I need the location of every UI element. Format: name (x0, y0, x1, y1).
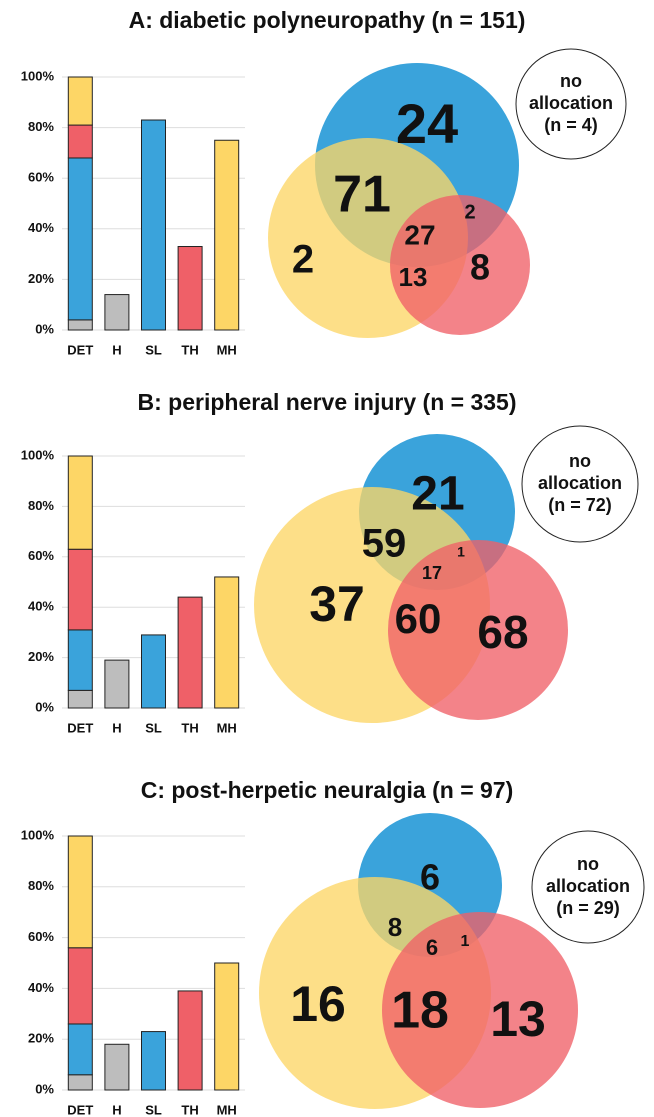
bar-segment (67, 76, 93, 126)
venn-count: 18 (391, 982, 449, 1040)
venn-count: 6 (420, 857, 440, 898)
bar-segment (67, 1023, 93, 1076)
venn-circle (388, 540, 568, 720)
venn-count: 21 (411, 468, 464, 521)
bar-segment (67, 1074, 93, 1091)
panel-title: A: diabetic polyneuropathy (n = 151) (129, 7, 526, 33)
note-text: (n = 29) (556, 898, 620, 918)
venn-count: 1 (457, 544, 465, 560)
x-tick-label: TH (181, 1102, 198, 1117)
y-tick-label: 80% (28, 498, 54, 513)
y-tick-label: 100% (21, 68, 55, 83)
bar-segment (177, 246, 203, 331)
y-tick-label: 0% (35, 1081, 54, 1096)
note-text: no (577, 854, 599, 874)
bar-segment (141, 119, 166, 331)
note-circle (531, 830, 645, 944)
note-text: (n = 4) (544, 115, 598, 135)
y-tick-label: 100% (21, 827, 55, 842)
x-tick-label: DET (67, 342, 93, 357)
bar-segment (177, 596, 203, 709)
y-tick-label: 60% (28, 548, 54, 563)
venn-circle (390, 195, 530, 335)
panel-title: C: post-herpetic neuralgia (n = 97) (141, 777, 514, 803)
x-tick-label: MH (217, 342, 237, 357)
y-tick-label: 80% (28, 119, 54, 134)
venn-count: 6 (426, 935, 438, 960)
venn-count: 2 (292, 238, 314, 282)
y-tick-label: 40% (28, 980, 54, 995)
venn-count: 17 (422, 563, 442, 583)
bar-segment (67, 157, 93, 321)
bar-segment (67, 124, 93, 159)
bar-segment (67, 947, 93, 1025)
y-tick-label: 100% (21, 447, 55, 462)
x-tick-label: H (112, 342, 121, 357)
bar-segment (104, 1043, 130, 1091)
x-tick-label: MH (217, 1102, 237, 1117)
x-tick-label: TH (181, 720, 198, 735)
y-tick-label: 0% (35, 699, 54, 714)
venn-count: 37 (309, 576, 365, 632)
venn-circle (382, 912, 578, 1108)
x-tick-label: SL (145, 720, 162, 735)
venn-count: 2 (464, 201, 475, 223)
x-tick-label: MH (217, 720, 237, 735)
y-tick-label: 20% (28, 271, 54, 286)
venn-count: 27 (404, 219, 435, 250)
venn-count: 68 (477, 606, 528, 658)
venn-count: 59 (362, 522, 407, 566)
note-text: no (569, 451, 591, 471)
bar-segment (104, 294, 130, 331)
x-tick-label: H (112, 720, 121, 735)
x-tick-label: SL (145, 1102, 162, 1117)
bar-segment (104, 659, 130, 709)
y-tick-label: 40% (28, 220, 54, 235)
x-tick-label: DET (67, 720, 93, 735)
y-tick-label: 0% (35, 321, 54, 336)
venn-count: 24 (396, 92, 458, 155)
x-tick-label: H (112, 1102, 121, 1117)
venn-count: 60 (395, 595, 442, 642)
y-tick-label: 20% (28, 1031, 54, 1046)
note-text: (n = 72) (548, 495, 612, 515)
x-tick-label: DET (67, 1102, 93, 1117)
x-tick-label: SL (145, 342, 162, 357)
y-tick-label: 80% (28, 878, 54, 893)
venn-count: 1 (461, 933, 470, 950)
venn-count: 8 (470, 247, 490, 288)
x-tick-label: TH (181, 342, 198, 357)
bar-segment (214, 576, 240, 709)
y-tick-label: 60% (28, 929, 54, 944)
bar-segment (67, 455, 93, 550)
note-circle (521, 425, 639, 543)
y-tick-label: 40% (28, 599, 54, 614)
bar-segment (67, 835, 93, 949)
bar-segment (67, 319, 93, 331)
venn-count: 13 (399, 262, 428, 292)
venn-count: 13 (490, 991, 546, 1047)
venn-count: 16 (290, 976, 346, 1032)
bar-segment (214, 139, 240, 331)
panel-title: B: peripheral nerve injury (n = 335) (138, 389, 517, 415)
venn-count: 71 (333, 166, 391, 224)
note-text: no (560, 71, 582, 91)
venn-count: 8 (388, 912, 402, 942)
bar-segment (67, 629, 93, 691)
bar-segment (177, 990, 203, 1091)
y-tick-label: 60% (28, 170, 54, 185)
bar-segment (67, 689, 93, 709)
bar-segment (141, 1031, 166, 1091)
bar-segment (67, 548, 93, 631)
bar-segment (141, 634, 166, 709)
bar-segment (214, 962, 240, 1091)
note-text: allocation (529, 93, 613, 113)
y-tick-label: 20% (28, 649, 54, 664)
note-circle (515, 48, 627, 160)
note-text: allocation (538, 473, 622, 493)
note-text: allocation (546, 876, 630, 896)
